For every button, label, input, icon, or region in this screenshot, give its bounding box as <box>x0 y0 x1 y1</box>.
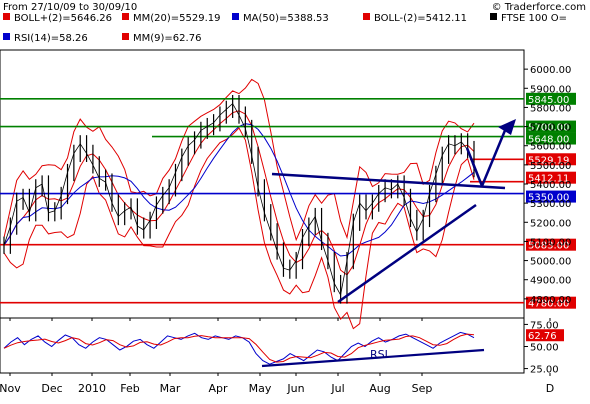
level-label: 5350.00 <box>528 193 569 204</box>
rsi-series: 75.00 50.00 25.00 62.76 <box>3 320 564 376</box>
legend-label: RSI(14)=58.26 <box>14 33 88 44</box>
legend-swatch <box>3 33 10 40</box>
trendline-support <box>337 203 477 304</box>
price-tick-label: 5300.00 <box>530 199 571 210</box>
price-tick-label: 4900.00 <box>530 276 571 287</box>
bollinger-bands <box>3 78 475 330</box>
time-tick-label: 2010 <box>78 382 106 395</box>
date-range: From 27/10/09 to 30/09/10 <box>3 2 137 13</box>
time-tick-label: Aug <box>369 382 390 395</box>
price-tick-label: 5100.00 <box>530 237 571 248</box>
rsi-tick-label: 50.00 <box>530 343 559 354</box>
trendlines <box>271 119 516 304</box>
level-label-box <box>526 190 576 203</box>
time-tick-label: May <box>249 382 272 395</box>
level-label: 5412.11 <box>528 174 569 185</box>
price-tick-label: 5400.00 <box>530 180 571 191</box>
time-tick-label: Nov <box>0 382 21 395</box>
legend-label: MM(9)=62.76 <box>133 33 201 44</box>
legend-swatch <box>3 13 10 20</box>
time-tick-label: Feb <box>120 382 139 395</box>
rsi-trendline <box>261 348 485 368</box>
level-label-box <box>526 120 576 133</box>
level-label: 5700.00 <box>528 123 569 134</box>
rsi-panel-frame <box>0 317 525 374</box>
bollinger-lower <box>3 127 475 330</box>
time-tick-label: D <box>546 382 554 395</box>
legend-label: FTSE 100 O= <box>501 13 567 24</box>
price-tick-label: 5000.00 <box>530 257 571 268</box>
legend-swatch <box>232 13 239 20</box>
price-tick-label: 6000.00 <box>530 65 571 76</box>
level-label-box <box>526 171 576 184</box>
price-panel-frame <box>0 49 525 374</box>
legend-swatch <box>490 13 497 20</box>
price-tick-label: 5500.00 <box>530 161 571 172</box>
level-label: 5845.00 <box>528 95 569 106</box>
legend-label: MM(20)=5529.19 <box>133 13 221 24</box>
trendline-resistance <box>271 172 506 190</box>
time-tick-label: Sep <box>412 382 433 395</box>
price-tick-label: 5600.00 <box>530 142 571 153</box>
legend-swatch <box>122 33 129 40</box>
arrow-head <box>498 119 516 135</box>
rsi-tick-label: 75.00 <box>530 320 559 331</box>
price-tick-label: 4800.00 <box>530 295 571 306</box>
time-tick-label: Dec <box>41 382 62 395</box>
time-tick-label: Apr <box>208 382 228 395</box>
price-tick-label: 5800.00 <box>530 103 571 114</box>
source-credit: © Traderforce.com <box>492 2 586 13</box>
level-label-box <box>526 238 576 251</box>
price-tick-label: 5900.00 <box>530 84 571 95</box>
price-axis: 6000.00 5900.00 5800.00 5700.00 5600.00 5500.… <box>524 65 571 306</box>
price-tick-label: 5200.00 <box>530 218 571 229</box>
rsi-mm9-line <box>3 333 475 363</box>
path-up <box>480 127 508 187</box>
time-tick-label: Jul <box>330 382 344 395</box>
time-axis: Nov Dec 2010 Feb Mar Apr May Jun Jul Aug Sep D <box>0 318 554 395</box>
rsi-value-label: 62.76 <box>528 331 557 342</box>
price-close-line <box>3 102 475 297</box>
legend-label: BOLL+(2)=5646.26 <box>14 13 112 24</box>
level-label: 5529.19 <box>528 155 569 166</box>
level-label-box <box>526 296 576 309</box>
level-label: 4780.00 <box>528 299 569 310</box>
rsi-tick-label: 25.00 <box>530 365 559 376</box>
price-tick-label: 5700.00 <box>530 123 571 134</box>
level-label-box <box>526 92 576 105</box>
legend-label: MA(50)=5388.53 <box>243 13 329 24</box>
price-series <box>3 94 475 304</box>
level-label: 5648.00 <box>528 135 569 146</box>
rsi-value-box <box>526 329 564 342</box>
legend-label: BOLL-(2)=5412.11 <box>374 13 467 24</box>
legend-swatch <box>363 13 370 20</box>
level-label-box <box>526 153 576 166</box>
legend: BOLL+(2)=5646.26 MM(20)=5529.19 MA(50)=538… <box>3 13 567 44</box>
rsi-annotation: RSI <box>370 348 388 361</box>
rsi-line <box>3 331 475 365</box>
level-label: 5083.00 <box>528 241 569 252</box>
time-tick-label: Jun <box>286 382 304 395</box>
level-label-box <box>526 132 576 145</box>
time-tick-label: Mar <box>160 382 181 395</box>
legend-swatch <box>122 13 129 20</box>
path-down <box>465 147 484 187</box>
bollinger-upper <box>3 78 475 242</box>
